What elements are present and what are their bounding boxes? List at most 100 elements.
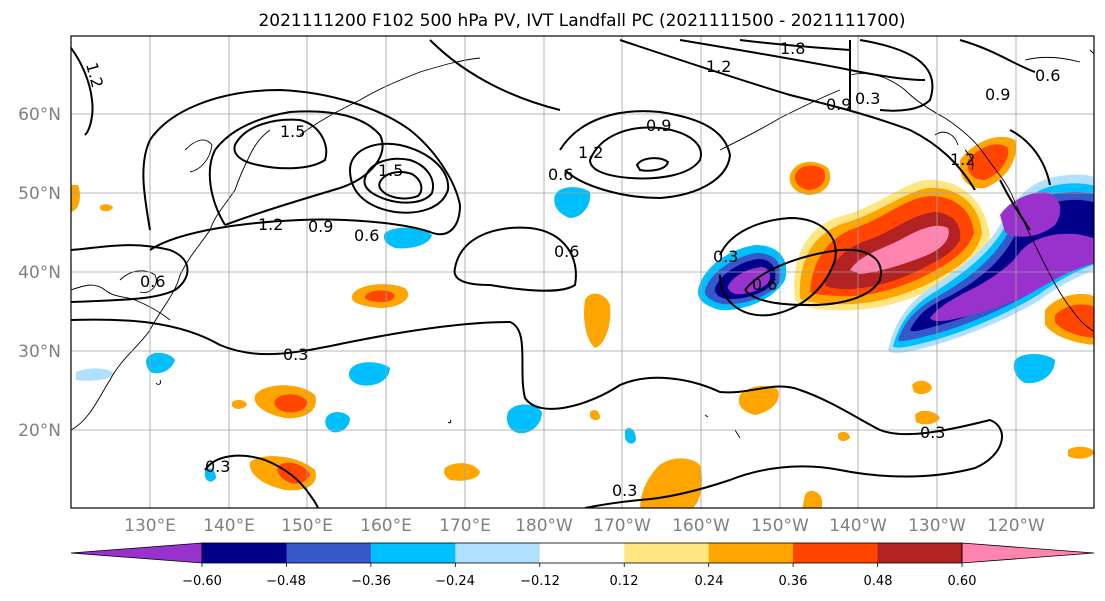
contour-label: 0.9 <box>308 217 333 236</box>
ivt-negative-region-west-4 <box>727 267 770 295</box>
colorbar-segment <box>708 543 794 563</box>
contour-0.3-sw <box>204 454 319 508</box>
pv-contours <box>71 39 1051 508</box>
ivt-negative-7 <box>1013 354 1055 384</box>
contour-ne-box <box>999 129 1051 231</box>
colorbar-segment <box>624 543 710 563</box>
contour-1.5-d <box>378 171 423 200</box>
ivt-positive-region-ne-5 <box>850 225 949 274</box>
contour-small-1 <box>635 157 670 172</box>
contour-label: 0.6 <box>554 242 579 261</box>
ivt-positive-west-edge <box>71 185 80 212</box>
colorbar-tick: 0.24 <box>695 574 724 589</box>
ivt-positive-mid-2 <box>364 290 395 303</box>
contour-label: 0.3 <box>920 423 945 442</box>
lon-label: 160°E <box>360 516 412 536</box>
coastlines <box>71 49 1094 439</box>
contour-0.6-top <box>959 39 1036 73</box>
colorbar-segment <box>793 543 879 563</box>
contour-1.2-west <box>71 47 94 136</box>
lon-label: 150°E <box>281 516 333 536</box>
contour-1.5-a <box>233 118 328 170</box>
colorbar-tick: −0.48 <box>266 574 306 589</box>
contour-label: 1.5 <box>378 161 403 180</box>
ivt-positive-mid-3 <box>584 293 611 348</box>
ivt-positive-small-5 <box>100 204 113 212</box>
ivt-negative-2 <box>383 227 432 249</box>
contour-label: 0.6 <box>1035 66 1060 85</box>
lon-label: 150°W <box>751 516 809 536</box>
contour-0.9-a <box>142 88 462 251</box>
contour-1.8-top <box>739 39 851 51</box>
lon-label: 160°W <box>672 516 730 536</box>
colorbar-tick: −0.24 <box>435 574 475 589</box>
contour-label: 1.2 <box>578 143 603 162</box>
map-area: 1.2 1.5 1.5 1.2 0.9 0.6 0.6 0.3 0.9 1.2 … <box>71 36 1094 508</box>
ivt-positive-south-7 <box>1068 446 1094 459</box>
ivt-negative-9 <box>625 428 636 444</box>
colorbar-segment <box>539 543 625 563</box>
ivt-negative-10 <box>205 468 216 482</box>
contour-0.9-top <box>619 39 976 191</box>
lon-label: 170°E <box>439 516 491 536</box>
colorbar-tick: −0.60 <box>182 574 222 589</box>
lat-label: 60°N <box>18 105 61 125</box>
ivt-positive-sw-2 <box>274 394 308 413</box>
lat-label: 30°N <box>18 342 61 362</box>
lon-label: 130°W <box>908 516 966 536</box>
ivt-positive-south-5 <box>912 380 932 395</box>
contour-label: 0.9 <box>646 116 671 135</box>
contour-0.9-b <box>559 110 732 200</box>
contour-label: 0.9 <box>985 85 1010 104</box>
ivt-positive-small-8 <box>590 410 600 421</box>
colorbar-frame <box>201 542 963 564</box>
lat-label: 50°N <box>18 184 61 204</box>
ivt-negative-3 <box>348 362 390 386</box>
ivt-positive-south-3 <box>738 385 779 415</box>
colorbar-tick: 0.36 <box>779 574 808 589</box>
lon-label: 180°W <box>515 516 573 536</box>
ivt-positive-sw-4 <box>277 462 310 484</box>
colorbar-segment <box>286 543 372 563</box>
ivt-negative-8 <box>76 368 115 381</box>
ivt-positive-south-6 <box>915 410 940 425</box>
colorbar-tick: −0.12 <box>520 574 560 589</box>
lat-label: 20°N <box>18 421 61 441</box>
contour-label: 1.2 <box>950 150 975 169</box>
contour-label: 0.6 <box>354 226 379 245</box>
ivt-positive-small-6 <box>232 399 247 409</box>
ivt-positive-small-4 <box>794 165 826 190</box>
ivt-negative-1 <box>554 187 591 218</box>
contour-label: 0.6 <box>140 272 165 291</box>
ivt-positive-south-1 <box>444 463 480 481</box>
colorbar-tick: 0.12 <box>610 574 639 589</box>
ivt-negative-4 <box>506 404 542 434</box>
contour-1.2-top <box>679 39 926 81</box>
contour-label: 0.6 <box>548 165 573 184</box>
colorbar-ticks: −0.60 −0.48 −0.36 −0.24 −0.12 0.12 0.24 … <box>182 574 976 589</box>
ivt-negative-6 <box>146 352 175 374</box>
contour-0.6-a <box>71 244 189 303</box>
colorbar <box>70 542 1095 567</box>
colorbar-segment <box>455 543 541 563</box>
contour-labels: 1.2 1.5 1.5 1.2 0.9 0.6 0.6 0.3 0.9 1.2 … <box>82 39 1060 500</box>
contour-1.2-a <box>208 110 384 226</box>
colorbar-tick: 0.48 <box>864 574 893 589</box>
colorbar-tick: 0.60 <box>948 574 977 589</box>
ivt-positive-west-2 <box>1055 304 1094 338</box>
colorbar-segment <box>877 543 963 563</box>
colorbar-segment <box>370 543 456 563</box>
colorbar-extend-high <box>961 542 1095 564</box>
contour-label: 0.3 <box>855 89 880 108</box>
colorbar-segment <box>202 543 287 563</box>
contour-1.5-c <box>363 157 434 204</box>
contour-0.3-ne <box>719 216 837 317</box>
longitude-labels: 130°E 140°E 150°E 160°E 170°E 180°W 170°… <box>124 516 1045 536</box>
contour-label: 0.6 <box>752 275 777 294</box>
ivt-positive-small-7 <box>838 431 850 441</box>
colorbar-tick: −0.36 <box>351 574 391 589</box>
map-frame <box>70 35 1095 509</box>
lon-label: 170°W <box>593 516 651 536</box>
gridlines <box>71 36 1094 508</box>
